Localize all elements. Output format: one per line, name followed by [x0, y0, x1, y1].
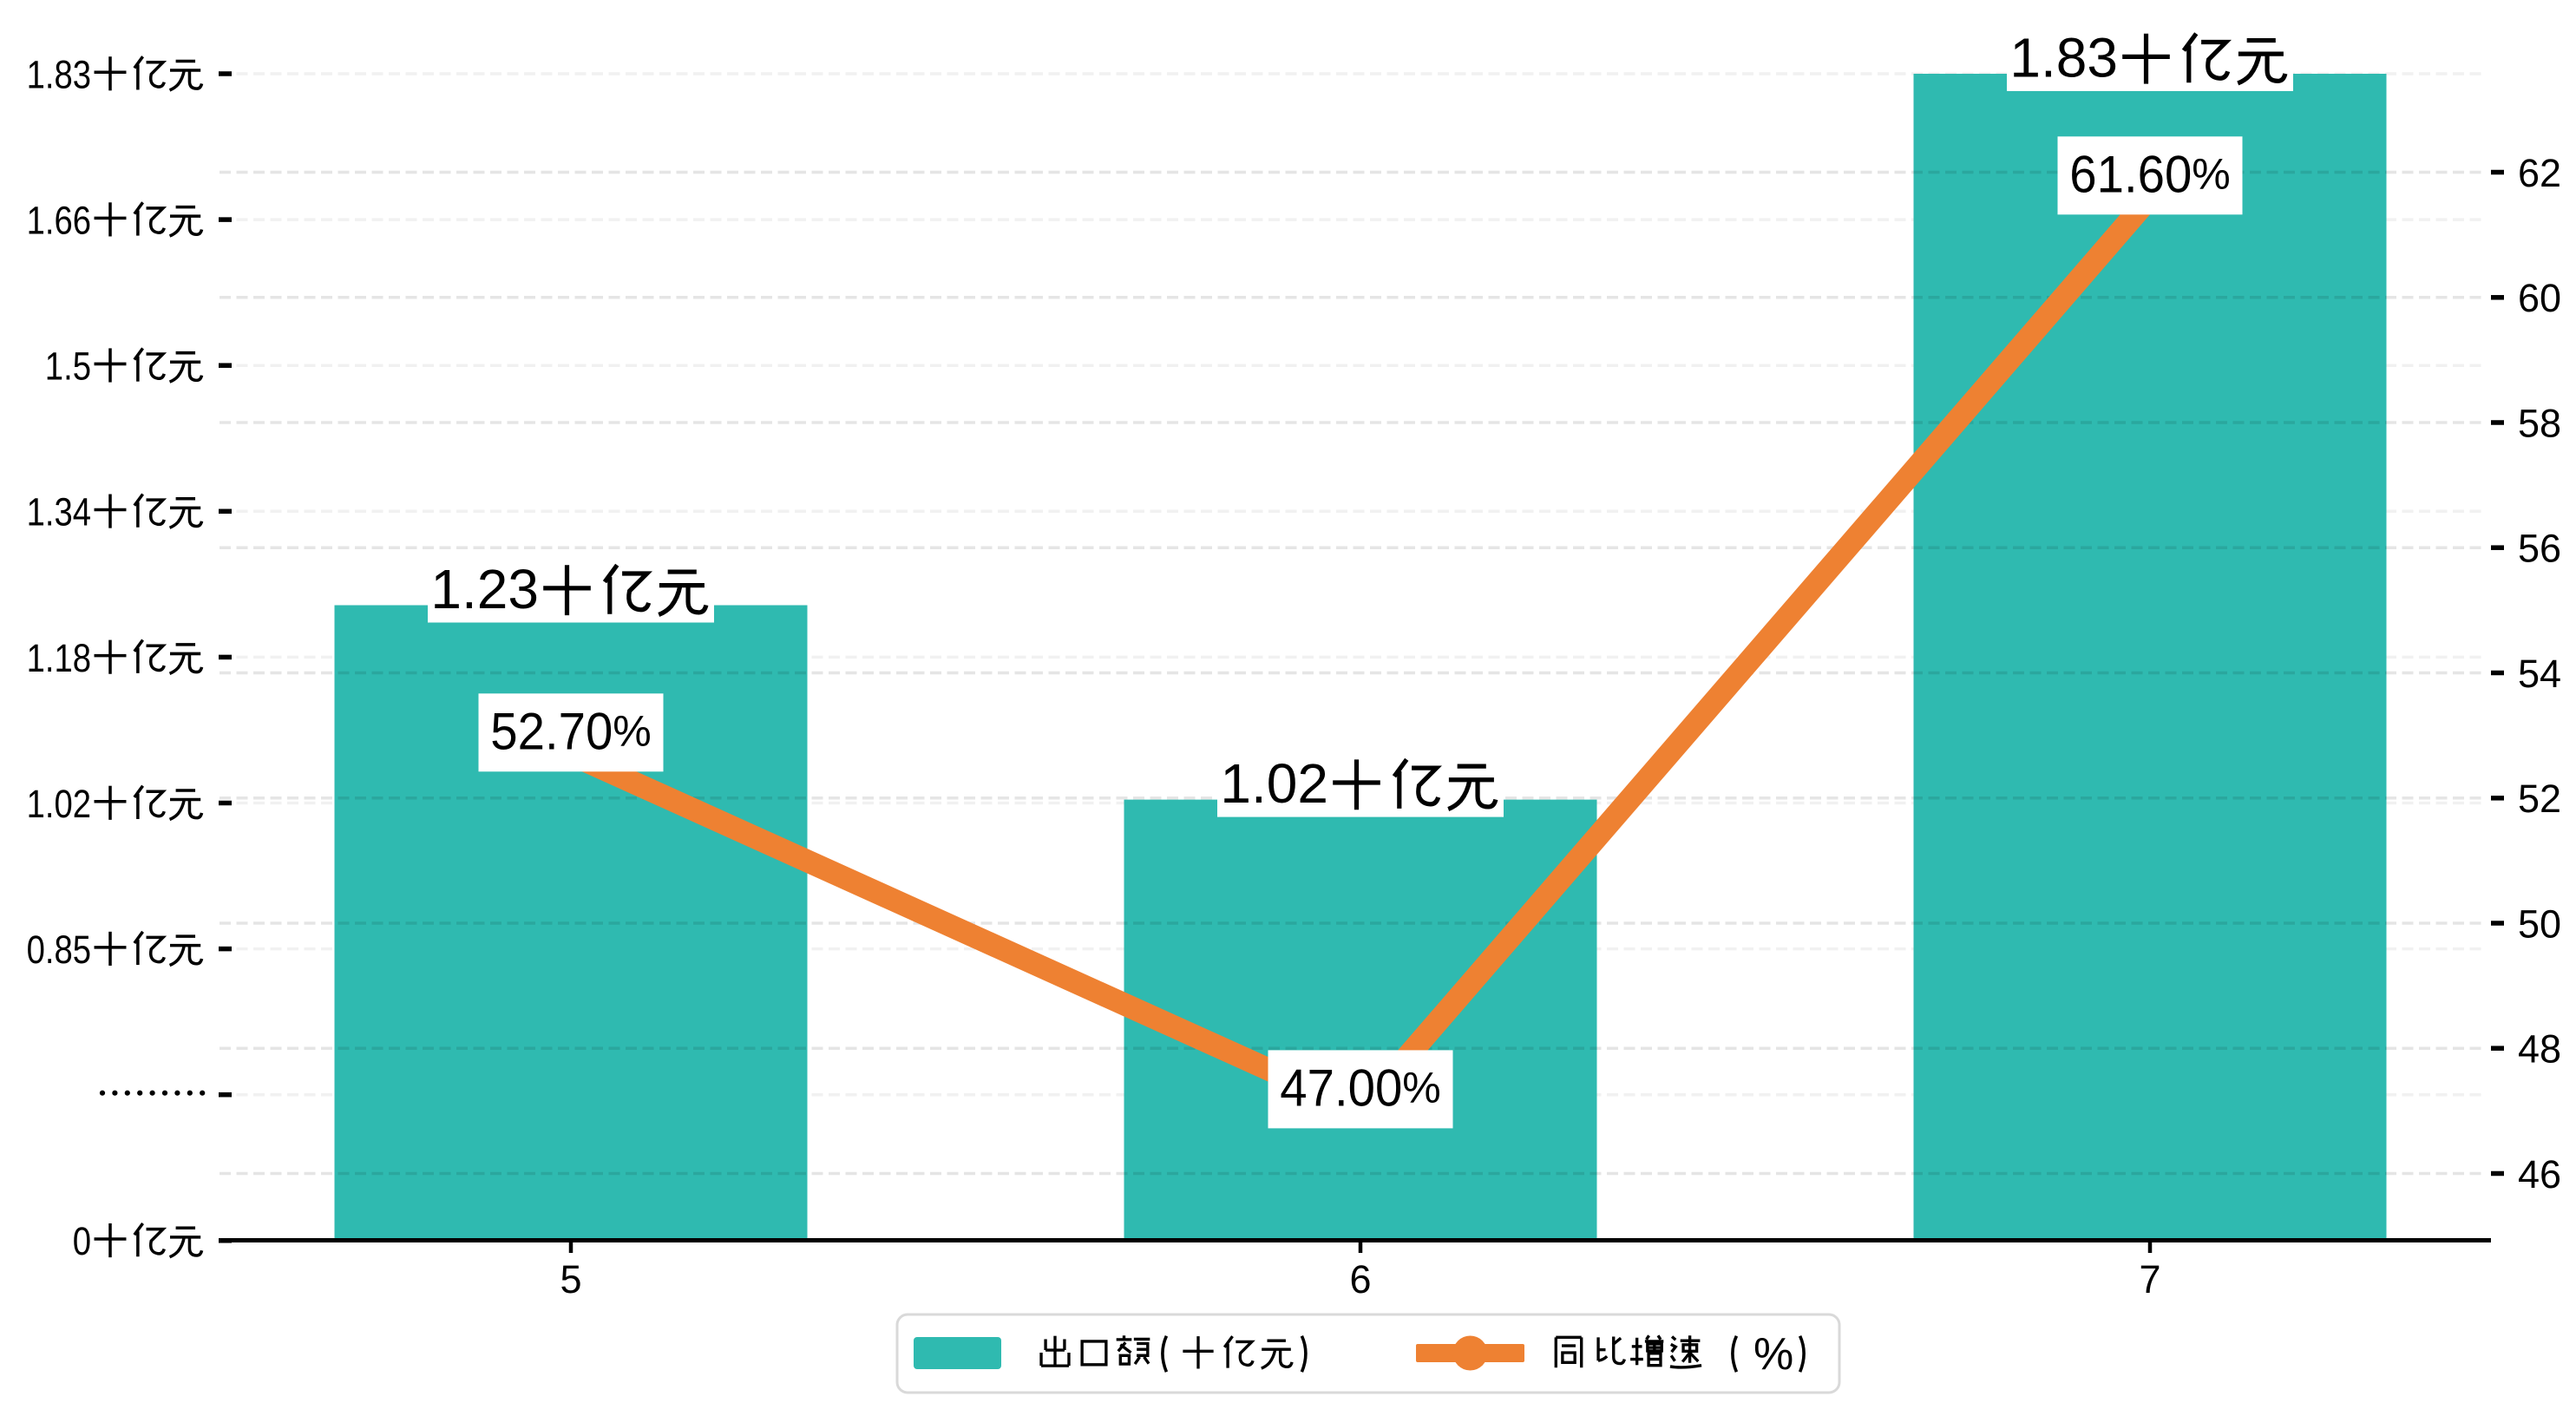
svg-text:47.00: 47.00 [1280, 1059, 1402, 1117]
svg-text:0: 0 [73, 1219, 91, 1263]
svg-text:1.18: 1.18 [27, 636, 91, 680]
svg-text:52.70: 52.70 [490, 702, 613, 760]
svg-text:56: 56 [2518, 527, 2561, 571]
svg-text:1.66: 1.66 [27, 199, 91, 243]
svg-text:58: 58 [2518, 401, 2561, 445]
svg-text:46: 46 [2518, 1152, 2561, 1196]
svg-text:1.83: 1.83 [2009, 27, 2118, 89]
svg-text:%: % [1753, 1329, 1793, 1380]
svg-text:6: 6 [1349, 1257, 1371, 1301]
svg-text:%: % [613, 706, 651, 755]
svg-text:54: 54 [2518, 652, 2561, 696]
svg-text:%: % [2192, 149, 2230, 198]
svg-text:60: 60 [2518, 276, 2561, 320]
svg-text:48: 48 [2518, 1027, 2561, 1072]
svg-text:1.83: 1.83 [27, 52, 91, 96]
svg-text:0.85: 0.85 [27, 928, 91, 972]
svg-text:62: 62 [2518, 151, 2561, 195]
svg-text:52: 52 [2518, 777, 2561, 821]
svg-text:50: 50 [2518, 901, 2561, 946]
svg-text:1.34: 1.34 [27, 490, 91, 534]
svg-text:1.23: 1.23 [430, 558, 539, 620]
svg-text:1.02: 1.02 [1220, 752, 1328, 815]
svg-text:1.02: 1.02 [27, 782, 91, 826]
svg-text:1.5: 1.5 [45, 344, 91, 389]
svg-text:61.60: 61.60 [2069, 145, 2192, 203]
svg-text:5: 5 [560, 1257, 581, 1301]
svg-text:%: % [1402, 1063, 1440, 1111]
svg-text:7: 7 [2139, 1257, 2160, 1301]
